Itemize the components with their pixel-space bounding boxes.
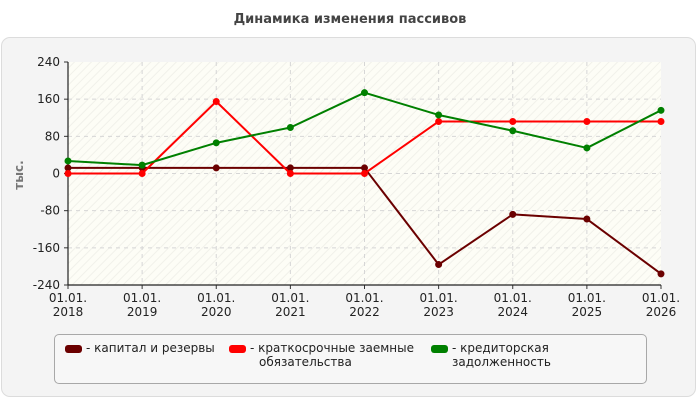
x-tick-label: 2023 <box>423 305 454 319</box>
data-point <box>435 117 443 125</box>
legend-item-payables: - кредиторская задолженность <box>431 341 646 369</box>
series-1 <box>64 97 665 177</box>
series-lines <box>64 89 665 278</box>
x-tick-label: 2018 <box>53 305 84 319</box>
x-tick-label: 2025 <box>572 305 603 319</box>
y-tick-label: 160 <box>37 92 60 106</box>
x-tick-labels: 01.01.201801.01.201901.01.202001.01.2021… <box>49 291 680 319</box>
legend-label-capital: капитал и резервы <box>94 341 215 355</box>
y-tick-label: -160 <box>33 241 60 255</box>
x-tick-label: 2026 <box>646 305 677 319</box>
y-tick-labels: 240 160 80 0 -80 -160 -240 <box>33 55 60 292</box>
x-tick-label: 2020 <box>201 305 232 319</box>
legend-item-capital: - капитал и резервы <box>65 341 215 355</box>
data-point <box>138 161 146 169</box>
data-point <box>583 215 591 223</box>
y-tick-label: -80 <box>40 204 60 218</box>
data-point <box>212 164 220 172</box>
y-tick-label: 240 <box>37 55 60 69</box>
x-tick-label: 01.01. <box>420 291 458 305</box>
series-0 <box>64 164 665 278</box>
data-point <box>286 164 294 172</box>
x-tick-label: 01.01. <box>271 291 309 305</box>
x-tick-label: 01.01. <box>345 291 383 305</box>
data-point <box>64 170 72 177</box>
y-tick-label: 80 <box>45 129 60 143</box>
series-2 <box>64 89 665 169</box>
y-tick-label: -240 <box>33 278 60 292</box>
x-tick-label: 2021 <box>275 305 306 319</box>
x-tick-label: 01.01. <box>49 291 87 305</box>
data-point <box>286 124 294 132</box>
data-point <box>361 170 368 177</box>
x-tick-label: 01.01. <box>642 291 680 305</box>
x-tick-label: 01.01. <box>568 291 606 305</box>
data-point <box>212 139 220 147</box>
data-point <box>361 164 368 172</box>
legend: - капитал и резервы - краткосрочные заем… <box>54 334 647 384</box>
data-point <box>657 117 665 125</box>
data-point <box>64 164 72 172</box>
legend-swatch-payables <box>431 345 448 353</box>
x-tick-label: 01.01. <box>197 291 235 305</box>
y-tick-label: 0 <box>52 167 60 181</box>
data-point <box>286 170 294 177</box>
data-point <box>583 117 591 125</box>
data-point <box>64 157 72 165</box>
data-point <box>435 261 443 269</box>
x-tick-label: 01.01. <box>494 291 532 305</box>
legend-label-payables: кредиторская задолженность <box>452 341 551 369</box>
data-point <box>509 127 517 135</box>
data-point <box>361 89 368 97</box>
x-tick-label: 2022 <box>349 305 380 319</box>
legend-item-short-term-loans: - краткосрочные заемные обязательства <box>229 341 414 369</box>
data-point <box>212 97 220 105</box>
data-point <box>657 270 665 278</box>
chart-title: Динамика изменения пассивов <box>233 12 467 27</box>
data-point <box>657 106 665 114</box>
data-point <box>583 144 591 152</box>
data-point <box>138 170 146 177</box>
data-point <box>435 111 443 119</box>
x-tick-label: 2024 <box>497 305 528 319</box>
y-axis-label: тыс. <box>12 160 26 190</box>
data-point <box>509 117 517 125</box>
legend-swatch-capital <box>65 345 82 353</box>
legend-label-short-term-loans-line2: обязательства <box>259 355 352 369</box>
x-tick-label: 01.01. <box>123 291 161 305</box>
data-point <box>509 210 517 218</box>
legend-label-short-term-loans-line1: краткосрочные заемные <box>258 341 414 355</box>
legend-swatch-short-term-loans <box>229 345 246 353</box>
x-tick-label: 2019 <box>127 305 158 319</box>
gridlines <box>68 62 661 285</box>
